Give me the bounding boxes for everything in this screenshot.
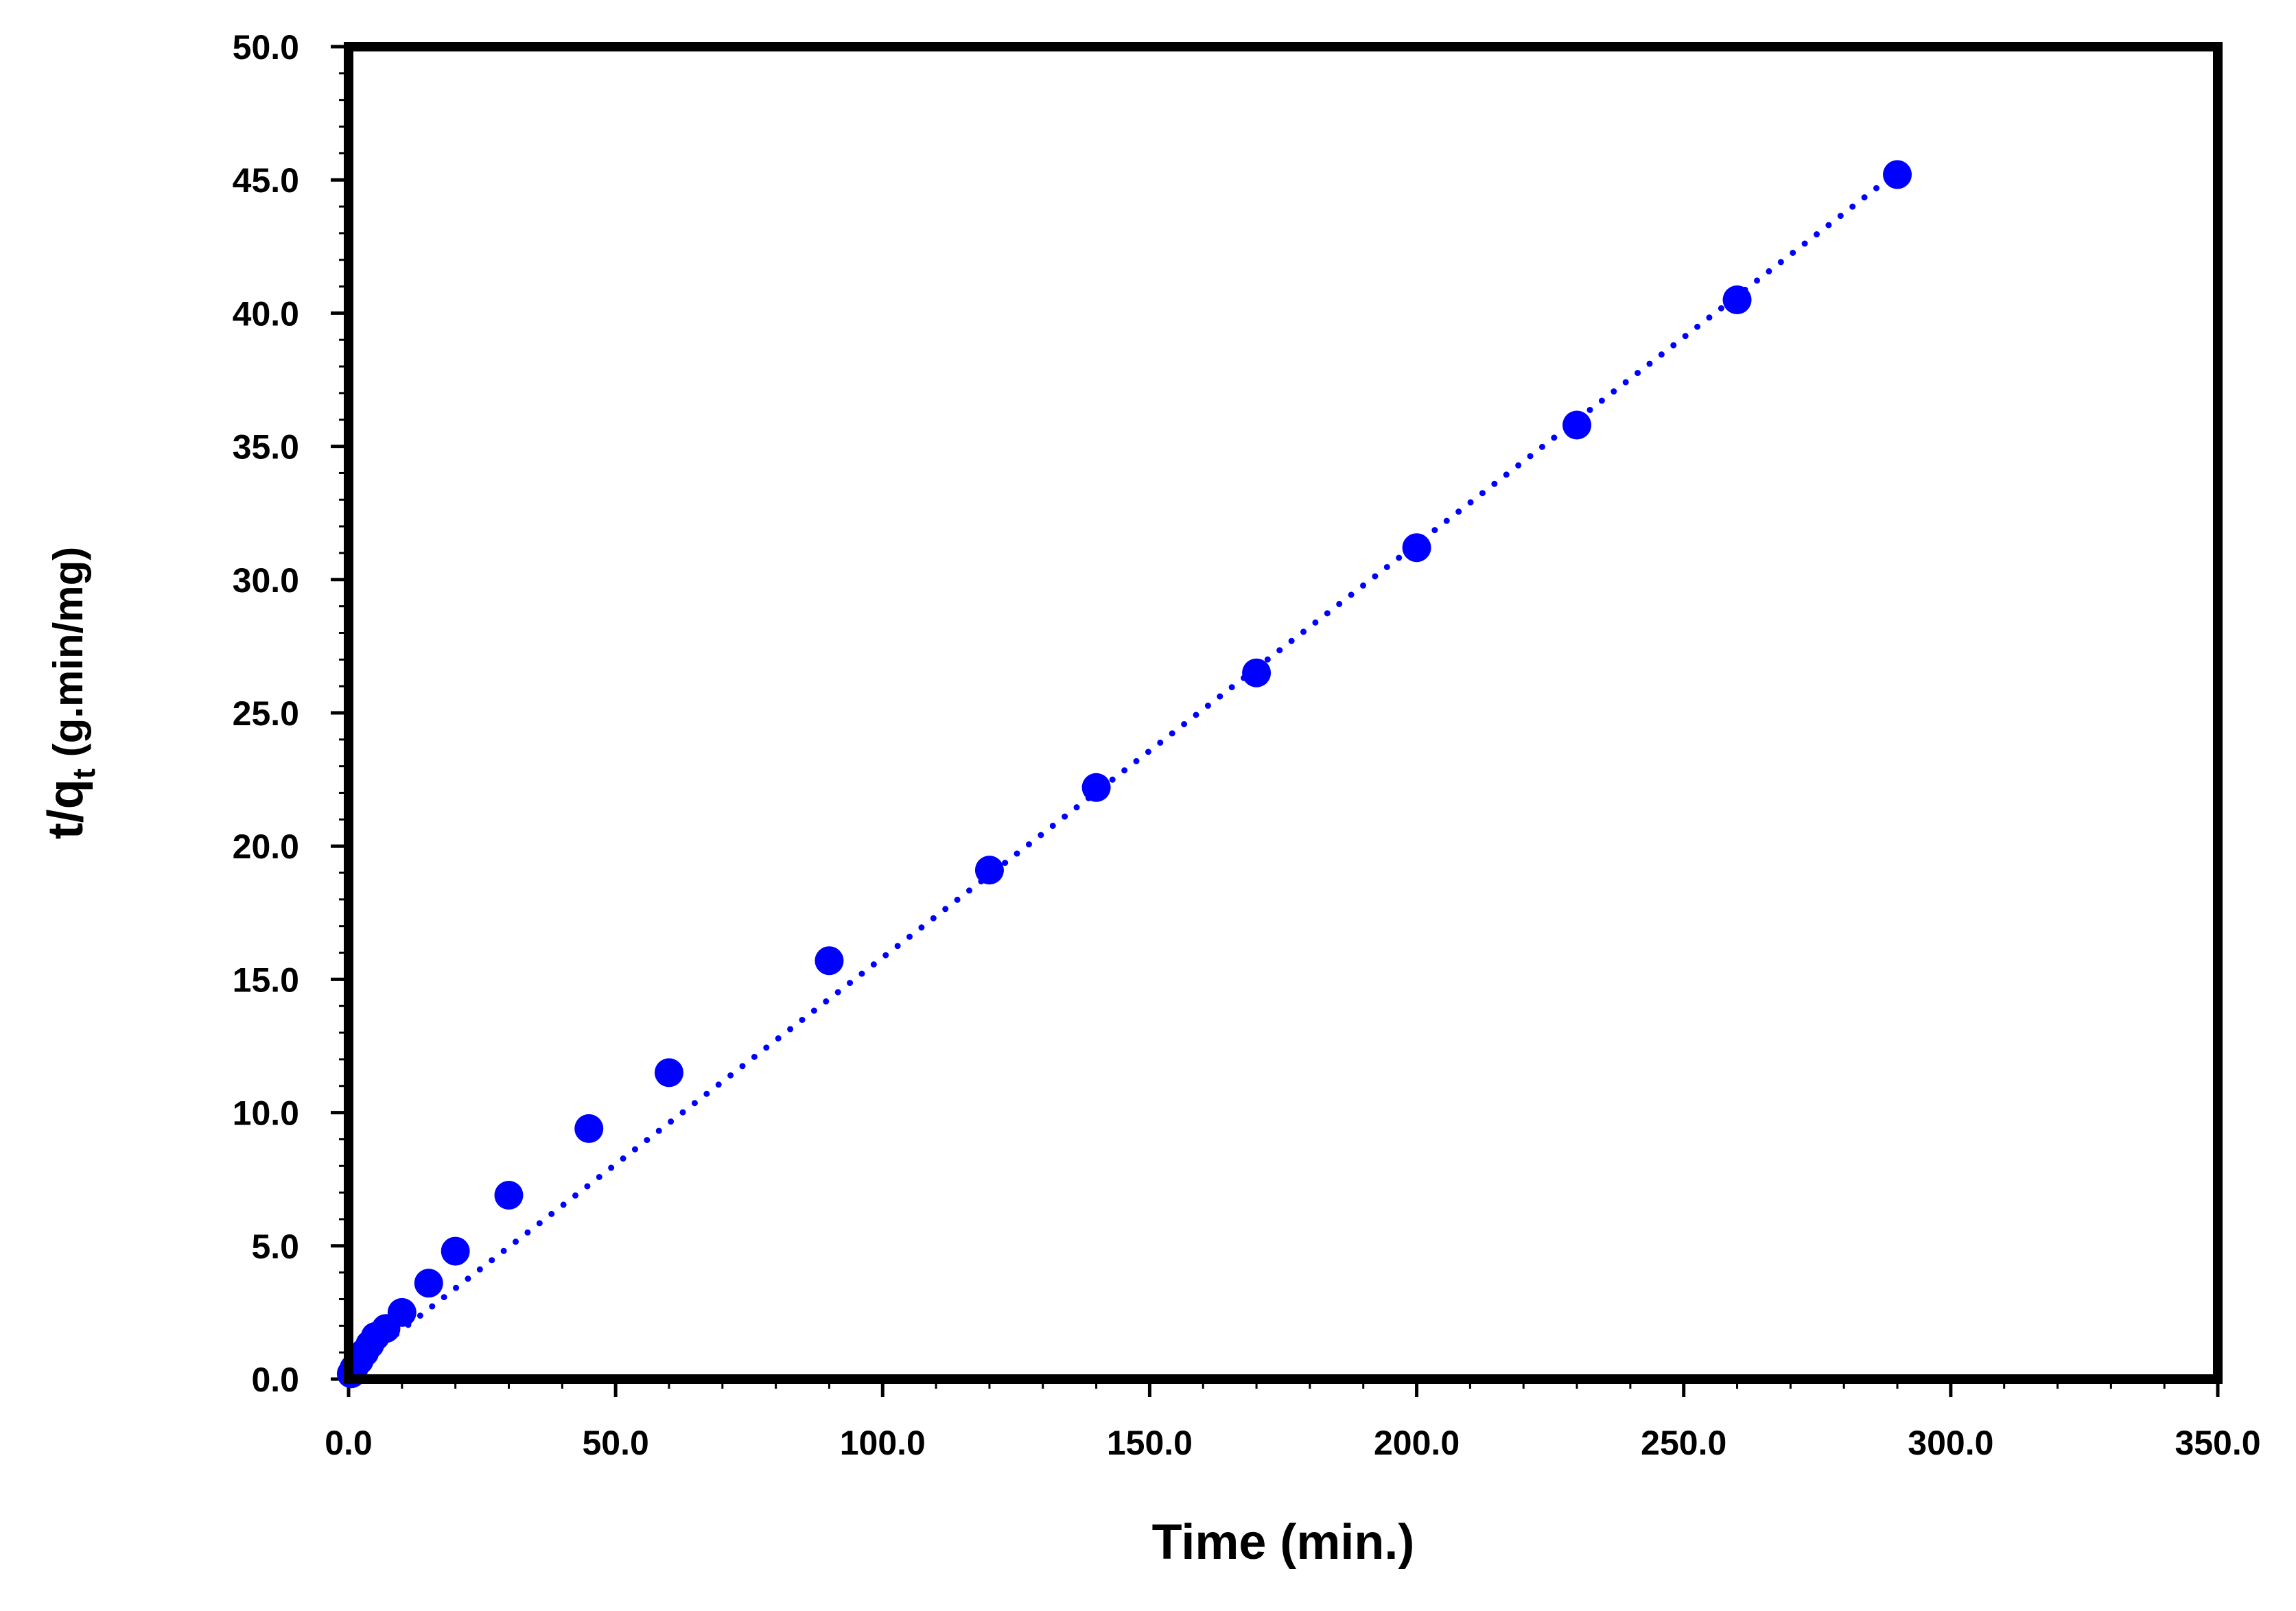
y-tick-label: 0.0 — [251, 1361, 299, 1399]
data-point — [1242, 658, 1272, 687]
y-tick-label: 10.0 — [233, 1094, 299, 1133]
y-axis-title: t/qt (g.min/mg) — [38, 547, 102, 840]
x-tick-label: 200.0 — [1374, 1424, 1460, 1462]
y-axis-title-subscript: t — [66, 768, 102, 779]
data-point — [441, 1236, 470, 1266]
data-point — [1562, 410, 1592, 440]
x-tick-label: 100.0 — [840, 1424, 926, 1462]
data-point — [414, 1269, 443, 1298]
x-axis-title: Time (min.) — [1152, 1515, 1415, 1570]
x-tick-labels: 0.0 50.0 100.0 150.0 200.0 250.0 300.0 350.0 — [325, 1424, 2260, 1462]
y-tick-label: 15.0 — [233, 961, 299, 999]
y-tick-label: 35.0 — [233, 428, 299, 467]
x-tick-label: 0.0 — [325, 1424, 373, 1462]
y-tick-label: 45.0 — [233, 161, 299, 200]
y-tick-label: 50.0 — [233, 28, 299, 67]
plot-frame — [344, 42, 2223, 1384]
data-point — [1081, 773, 1111, 802]
x-tick-label: 300.0 — [1908, 1424, 1993, 1462]
trendline-layer — [345, 169, 1901, 1374]
data-point — [574, 1114, 604, 1143]
data-point — [387, 1297, 417, 1327]
y-tick-label: 5.0 — [251, 1227, 299, 1266]
data-point — [1402, 533, 1431, 563]
y-tick-labels: 0.0 5.0 10.0 15.0 20.0 25.0 30.0 35.0 40.0 45.0 50… — [233, 28, 299, 1399]
major-ticks — [331, 45, 2220, 1397]
x-tick-label: 50.0 — [582, 1424, 648, 1462]
y-axis-title-main: t/q — [38, 779, 93, 839]
y-tick-label: 40.0 — [233, 294, 299, 333]
x-tick-label: 150.0 — [1107, 1424, 1193, 1462]
y-tick-label: 30.0 — [233, 561, 299, 600]
trendline — [345, 169, 1901, 1374]
x-tick-label: 250.0 — [1641, 1424, 1726, 1462]
y-tick-label: 25.0 — [233, 694, 299, 733]
data-point — [654, 1058, 683, 1087]
y-axis-title-unit: (g.min/mg) — [45, 547, 91, 768]
data-point — [1722, 285, 1752, 314]
y-tick-label: 20.0 — [233, 827, 299, 866]
data-point — [1883, 160, 1912, 189]
data-point — [494, 1181, 524, 1210]
minor-ticks — [339, 72, 2166, 1389]
data-point — [815, 946, 844, 976]
x-tick-label: 350.0 — [2175, 1424, 2260, 1462]
data-point — [974, 856, 1004, 885]
